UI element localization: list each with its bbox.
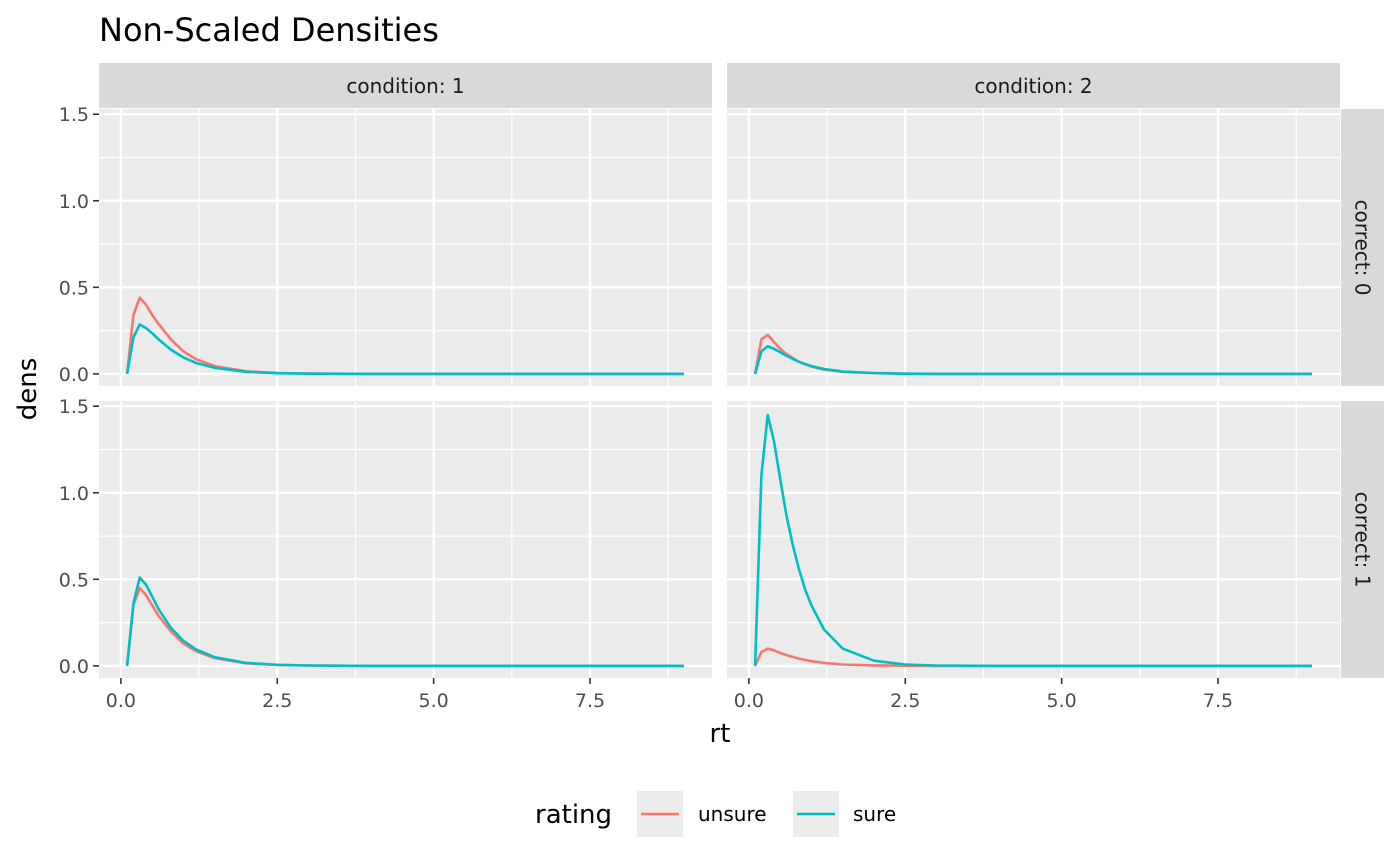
y-tick-label: 0.5	[59, 569, 89, 591]
x-axis-title: rt	[710, 719, 731, 749]
panel	[727, 401, 1340, 678]
strip-2	[727, 63, 1340, 108]
x-tick-label: 5.0	[1047, 690, 1077, 712]
row-strip-2	[1341, 401, 1384, 678]
x-tick-label: 2.5	[890, 690, 920, 712]
panel	[99, 401, 712, 678]
legend-label-unsure: unsure	[698, 802, 767, 826]
y-tick-label: 1.5	[59, 396, 89, 418]
legend-label-sure: sure	[853, 802, 896, 826]
panel	[99, 109, 712, 386]
y-tick-label: 0.5	[59, 277, 89, 299]
legend-title: rating	[535, 800, 612, 830]
panel-background	[99, 401, 712, 678]
x-tick-label: 0.0	[106, 690, 136, 712]
y-tick-label: 1.5	[59, 104, 89, 126]
facet-panels: condition: 1 condition: 2 correct: 0 correc…	[99, 63, 1384, 678]
series-line-sure	[125, 576, 684, 668]
chart-title: Non-Scaled Densities	[99, 11, 439, 49]
x-tick-label: 0.0	[734, 690, 764, 712]
y-tick-label: 1.0	[59, 483, 89, 505]
series-line-sure	[753, 413, 1312, 668]
row-strip-label: correct: 0	[1351, 200, 1375, 296]
y-tick-label: 0.0	[59, 656, 89, 678]
strip-label: condition: 1	[346, 74, 464, 98]
axes: 0.0 0.5 1.0 1.5 0.0 0.5 1.0 1.5 0.0 2.5 5.0 7.5 0.0 2…	[59, 104, 1233, 712]
y-tick-label: 1.0	[59, 191, 89, 213]
x-tick-label: 5.0	[419, 690, 449, 712]
row-strip-1	[1341, 109, 1384, 386]
series-line-sure	[125, 323, 684, 376]
series-line-sure	[753, 344, 1312, 376]
strip-1	[99, 63, 712, 108]
x-tick-label: 7.5	[1203, 690, 1233, 712]
panel	[727, 109, 1340, 386]
y-axis-title: dens	[13, 358, 43, 421]
panel-background	[727, 109, 1340, 386]
panel-background	[99, 109, 712, 386]
x-tick-label: 7.5	[575, 690, 605, 712]
y-tick-label: 0.0	[59, 364, 89, 386]
panel-background	[727, 401, 1340, 678]
x-tick-label: 2.5	[262, 690, 292, 712]
strip-label: condition: 2	[974, 74, 1092, 98]
legend: rating unsure sure	[535, 791, 896, 837]
row-strip-label: correct: 1	[1351, 492, 1375, 588]
